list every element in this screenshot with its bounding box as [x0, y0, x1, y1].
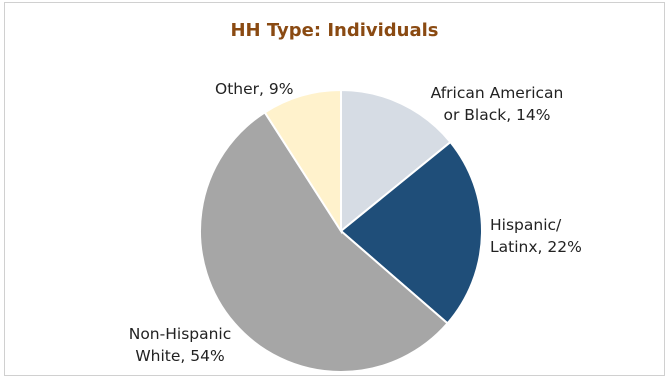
slice-label-line: Hispanic/ [490, 216, 562, 234]
slice-label-line: Latinx, 22% [490, 238, 582, 256]
slice-label-line: White, 54% [135, 347, 225, 365]
slice-label-line: African American [430, 84, 564, 102]
pie-slice-african-american [340, 88, 452, 234]
slice-label-line: Other, 9% [215, 80, 294, 98]
chart-title: HH Type: Individuals [230, 20, 439, 41]
slice-label-non-hispanic-white: Non-Hispanic White, 54% [110, 323, 250, 367]
slice-label-other: Other, 9% [215, 78, 293, 100]
pie-slice-non-hispanic-white [199, 110, 449, 373]
slice-label-line: Non-Hispanic [128, 325, 232, 343]
pie-slice-hispanic [339, 140, 483, 325]
pie-slice-other [263, 88, 342, 235]
slice-label-african-american: African American or Black, 14% [402, 82, 592, 126]
slice-label-line: or Black, 14% [443, 106, 551, 124]
slice-label-hispanic: Hispanic/ Latinx, 22% [490, 214, 582, 258]
